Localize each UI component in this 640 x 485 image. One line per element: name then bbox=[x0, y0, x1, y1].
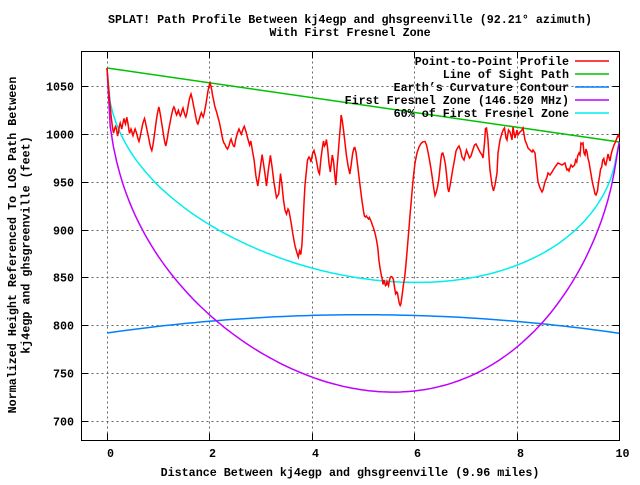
svg-text:800: 800 bbox=[53, 320, 74, 334]
svg-text:700: 700 bbox=[53, 416, 74, 430]
svg-text:10: 10 bbox=[615, 447, 629, 461]
svg-text:Normalized Height Referenced T: Normalized Height Referenced To LOS Path… bbox=[6, 77, 20, 414]
svg-text:kj4egp and ghsgreenville (feet: kj4egp and ghsgreenville (feet) bbox=[20, 136, 34, 353]
svg-text:First Fresnel Zone (146.520 MH: First Fresnel Zone (146.520 MHz) bbox=[345, 94, 569, 108]
svg-text:750: 750 bbox=[53, 368, 74, 382]
svg-text:With First Fresnel Zone: With First Fresnel Zone bbox=[269, 26, 430, 40]
svg-text:2: 2 bbox=[209, 447, 216, 461]
svg-text:1050: 1050 bbox=[46, 81, 74, 95]
svg-text:60% of First Fresnel Zone: 60% of First Fresnel Zone bbox=[394, 107, 569, 121]
svg-text:4: 4 bbox=[312, 447, 319, 461]
svg-text:Line of Sight Path: Line of Sight Path bbox=[443, 68, 569, 82]
svg-text:8: 8 bbox=[517, 447, 524, 461]
svg-text:950: 950 bbox=[53, 177, 74, 191]
svg-text:Earth’s Curvature Contour: Earth’s Curvature Contour bbox=[394, 81, 569, 95]
svg-text:1000: 1000 bbox=[46, 129, 74, 143]
svg-text:850: 850 bbox=[53, 272, 74, 286]
svg-text:SPLAT! Path Profile Between kj: SPLAT! Path Profile Between kj4egp and g… bbox=[108, 13, 592, 27]
svg-text:900: 900 bbox=[53, 225, 74, 239]
svg-text:0: 0 bbox=[107, 447, 114, 461]
svg-text:6: 6 bbox=[414, 447, 421, 461]
svg-text:Point-to-Point Profile: Point-to-Point Profile bbox=[415, 55, 569, 69]
svg-text:Distance Between kj4egp and gh: Distance Between kj4egp and ghsgreenvill… bbox=[161, 466, 540, 480]
